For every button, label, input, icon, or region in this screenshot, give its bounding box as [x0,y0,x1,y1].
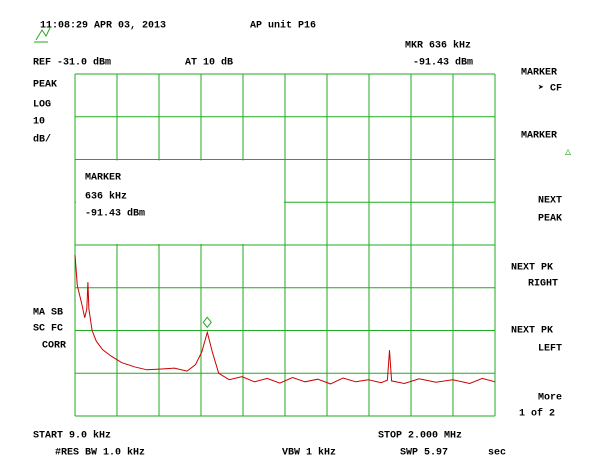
marker-diamond [202,316,212,329]
start-freq: START 9.0 kHz [33,430,111,442]
softkey[interactable]: NEXT PK [511,326,553,337]
softkey[interactable]: ➤ CF [538,84,562,95]
left-label: LOG [33,100,51,111]
screen-title: AP unit P16 [250,20,316,32]
marker-box-text: MARKER [85,173,121,184]
softkey[interactable]: NEXT [538,196,562,207]
ref-level: REF -31.0 dBm [33,57,111,69]
rbw: #RES BW 1.0 kHz [55,447,145,459]
marker-box-text: 636 kHz [85,191,127,203]
sweep-unit: sec [488,448,506,459]
left-label: dB/ [33,134,51,146]
left-label: PEAK [33,80,57,91]
softkey[interactable]: NEXT PK [511,263,553,274]
marker-box [76,160,284,244]
correction-label: CORR [42,341,66,352]
correction-label: MA SB [33,308,63,319]
softkey[interactable]: PEAK [538,214,562,225]
vbw: VBW 1 kHz [282,447,336,459]
attenuation: AT 10 dB [185,57,233,69]
marker-level: -91.43 dBm [413,57,473,69]
timestamp: 11:08:29 APR 03, 2013 [40,21,166,32]
correction-label: SC FC [33,324,63,335]
logo-icon [34,27,51,43]
softkey[interactable]: MARKER [521,131,557,142]
left-label: 10 [33,117,45,128]
stop-freq: STOP 2.000 MHz [378,431,462,442]
sweep-time: SWP 5.97 [400,448,448,459]
softkey[interactable]: 1 of 2 [519,408,555,420]
marker-box-text: -91.43 dBm [85,208,145,220]
softkey[interactable]: More [538,393,562,404]
softkey[interactable]: RIGHT [528,279,558,290]
marker-freq: MKR 636 kHz [405,40,471,52]
trace [74,254,496,385]
softkey[interactable]: LEFT [538,344,562,355]
softkey[interactable]: MARKER [521,68,557,79]
softkey[interactable]: △ [565,148,571,159]
